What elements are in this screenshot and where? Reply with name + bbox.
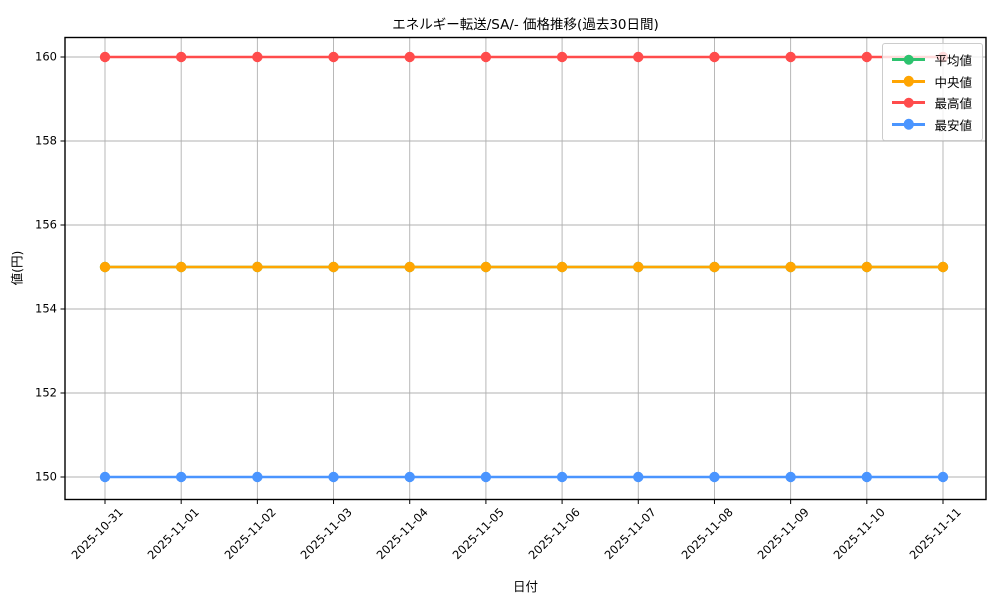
data-point bbox=[404, 51, 415, 63]
legend-marker-icon bbox=[903, 76, 915, 87]
data-point bbox=[99, 471, 111, 483]
data-point bbox=[861, 51, 873, 63]
data-point bbox=[328, 471, 339, 483]
y-tick-label: 154 bbox=[35, 301, 57, 316]
legend-item: 中央値 bbox=[892, 71, 972, 93]
data-point bbox=[937, 471, 949, 483]
plot-border bbox=[64, 36, 987, 501]
legend-label: 最高値 bbox=[934, 96, 972, 112]
legend: 平均値中央値最高値最安値 bbox=[882, 43, 983, 141]
legend-label: 中央値 bbox=[934, 74, 972, 90]
legend-marker-icon bbox=[903, 54, 915, 65]
data-point bbox=[785, 471, 796, 483]
data-point bbox=[480, 51, 492, 63]
data-point bbox=[480, 471, 492, 483]
data-point bbox=[175, 261, 187, 273]
data-point bbox=[99, 261, 111, 273]
data-point bbox=[556, 51, 568, 63]
legend-line-sample bbox=[892, 54, 926, 65]
x-axis-label: 日付 bbox=[512, 579, 538, 594]
chart-title: エネルギー転送/SA/- 価格推移(過去30日間) bbox=[392, 17, 659, 33]
data-point bbox=[709, 471, 720, 483]
legend-label: 最安値 bbox=[934, 117, 972, 133]
data-point bbox=[633, 471, 644, 483]
data-point bbox=[556, 261, 568, 273]
legend-marker-icon bbox=[903, 119, 915, 130]
data-point bbox=[937, 261, 949, 273]
y-tick-label: 156 bbox=[35, 217, 57, 232]
y-axis-label: 値(円) bbox=[9, 250, 25, 286]
data-point bbox=[328, 51, 339, 63]
data-point bbox=[252, 471, 263, 483]
data-point bbox=[785, 51, 796, 63]
data-point bbox=[633, 261, 644, 273]
legend-item: 最高値 bbox=[892, 92, 972, 114]
data-point bbox=[633, 51, 644, 63]
data-point bbox=[861, 471, 873, 483]
data-point bbox=[99, 51, 111, 63]
data-point bbox=[252, 261, 263, 273]
legend-item: 最安値 bbox=[892, 114, 972, 136]
y-tick-label: 152 bbox=[35, 385, 57, 400]
legend-line-sample bbox=[892, 119, 926, 130]
data-point bbox=[709, 51, 720, 63]
data-point bbox=[328, 261, 339, 273]
y-tick-label: 150 bbox=[35, 469, 57, 484]
legend-label: 平均値 bbox=[934, 53, 972, 69]
legend-line-sample bbox=[892, 97, 926, 108]
legend-line-sample bbox=[892, 76, 926, 87]
data-point bbox=[252, 51, 263, 63]
legend-marker-icon bbox=[903, 97, 915, 108]
y-tick-label: 158 bbox=[35, 133, 57, 148]
legend-item: 平均値 bbox=[892, 49, 972, 71]
data-point bbox=[861, 261, 873, 273]
data-point bbox=[175, 471, 187, 483]
data-point bbox=[785, 261, 796, 273]
data-point bbox=[480, 261, 492, 273]
data-point bbox=[709, 261, 720, 273]
data-point bbox=[556, 471, 568, 483]
data-point bbox=[404, 261, 415, 273]
data-point bbox=[404, 471, 415, 483]
y-tick-label: 160 bbox=[35, 49, 57, 64]
data-point bbox=[175, 51, 187, 63]
